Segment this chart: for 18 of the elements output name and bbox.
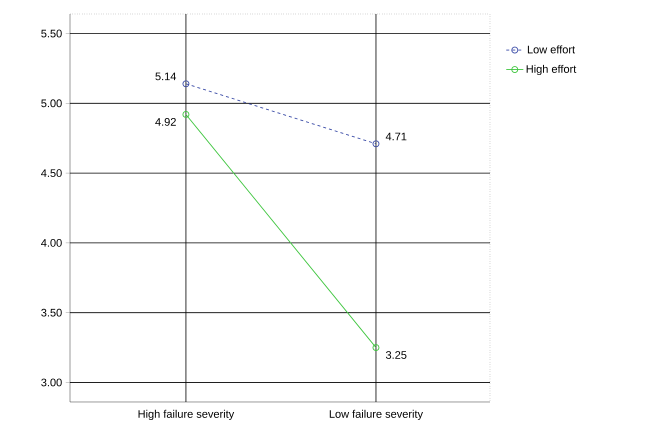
point [182,80,190,88]
legend-label: High effort [526,64,576,76]
point [372,140,380,148]
y-tick-label: 5.50 [41,30,62,38]
data-label: 5.14 [155,72,176,80]
y-tick-label: 5.00 [41,99,62,108]
y-tick-label: 3.00 [41,378,62,386]
data-label: 4.71 [386,132,406,140]
x-tick-label: Low failure severity [330,410,423,420]
point [372,344,380,352]
legend-label: Low effort [528,45,576,54]
data-label: 3.25 [386,351,406,359]
data-label: 4.92 [155,118,176,126]
y-tick-label: 3.50 [41,308,62,317]
y-tick-label: 4.00 [41,239,62,247]
x-tick-label: High failure severity [138,410,234,420]
y-tick-label: 4.50 [41,169,62,177]
point [182,111,190,118]
